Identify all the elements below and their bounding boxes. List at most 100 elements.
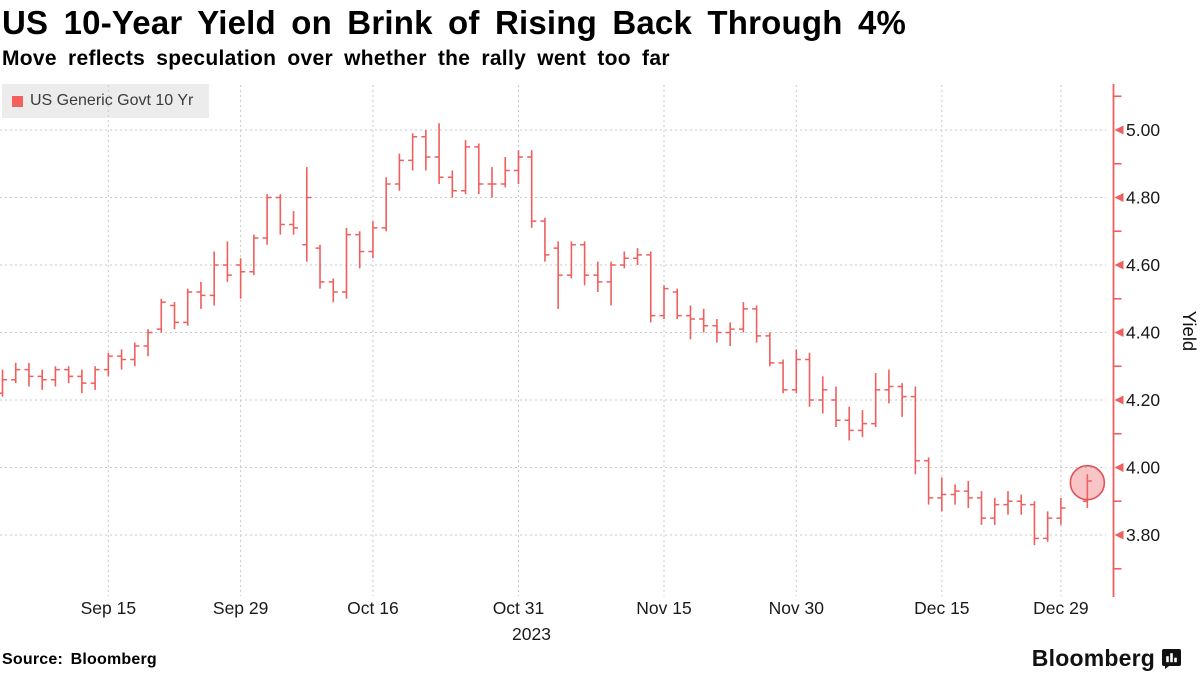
y-axis-title: Yield xyxy=(1179,311,1200,351)
ohlc-bar xyxy=(1043,511,1053,542)
x-axis-year-label: 2023 xyxy=(512,624,551,644)
bloomberg-wordmark: Bloomberg xyxy=(1031,645,1155,671)
ohlc-bar xyxy=(924,457,934,505)
ohlc-bar xyxy=(765,332,775,367)
ohlc-bar xyxy=(447,170,457,198)
ohlc-bar xyxy=(381,177,391,232)
x-gridlines xyxy=(107,85,1062,596)
ohlc-bar xyxy=(368,221,378,259)
ohlc-bar xyxy=(619,251,629,269)
ohlc-bar xyxy=(818,376,828,414)
ohlc-bar xyxy=(672,288,682,319)
ohlc-bar xyxy=(236,258,246,299)
y-tick-label: 4.60 xyxy=(1126,255,1160,275)
ohlc-bar xyxy=(580,241,590,286)
ohlc-bar xyxy=(262,194,272,245)
ohlc-bar xyxy=(11,362,21,384)
ohlc-bar xyxy=(659,285,669,319)
x-tick-label: Nov 30 xyxy=(769,598,825,618)
ohlc-bar xyxy=(249,234,259,276)
ohlc-bar xyxy=(606,261,616,306)
ohlc-bar xyxy=(474,143,484,195)
ohlc-bar xyxy=(130,342,140,367)
ohlc-bar xyxy=(884,369,894,404)
ohlc-bar xyxy=(513,150,523,184)
ohlc-bar xyxy=(461,140,471,195)
ohlc-bar xyxy=(738,302,748,333)
ohlc-bar xyxy=(1056,497,1066,525)
ohlc-bar xyxy=(275,194,285,235)
ohlc-bar xyxy=(90,366,100,390)
x-tick-label: Oct 16 xyxy=(347,598,399,618)
ohlc-bar xyxy=(752,305,762,343)
legend: US Generic Govt 10 Yr xyxy=(2,84,210,118)
x-tick-label: Dec 29 xyxy=(1033,598,1088,618)
ohlc-bar xyxy=(950,484,960,505)
ohlc-bar xyxy=(910,386,920,475)
source-note: Source: Bloomberg xyxy=(2,651,157,668)
ohlc-bar xyxy=(977,491,987,525)
ohlc-bar xyxy=(593,261,603,292)
x-tick-label: Oct 31 xyxy=(493,598,545,618)
ohlc-bar xyxy=(871,373,881,427)
y-tick-label: 4.20 xyxy=(1126,390,1160,410)
ohlc-bar xyxy=(685,305,695,340)
ohlc-bar xyxy=(540,217,550,262)
y-tick-arrow-icon xyxy=(1114,463,1124,472)
ohlc-bar xyxy=(857,410,867,438)
y-tick-label: 4.40 xyxy=(1126,322,1160,342)
y-tick-label: 3.80 xyxy=(1126,525,1160,545)
ohlc-bar xyxy=(553,241,563,309)
ohlc-bar xyxy=(37,369,47,390)
ohlc-bar xyxy=(315,244,325,289)
ohlc-bar xyxy=(844,406,854,441)
ohlc-bar xyxy=(64,366,74,384)
ohlc-bar xyxy=(355,231,365,269)
chart-subtitle: Move reflects speculation over whether t… xyxy=(2,47,670,70)
ohlc-bar xyxy=(1016,494,1026,515)
ohlc-bar xyxy=(633,248,643,265)
highlight-circle xyxy=(1069,464,1106,501)
x-tick-labels: Sep 15 Sep 29 Oct 16 Oct 31 Nov 15 Nov 30 Dec … xyxy=(81,598,1089,644)
y-axis-minor-ticks xyxy=(1113,95,1122,570)
ohlc-series xyxy=(0,123,1092,546)
ohlc-bar xyxy=(421,130,431,171)
ohlc-bar xyxy=(289,211,299,235)
y-gridlines xyxy=(0,129,1106,536)
y-tick-label: 4.00 xyxy=(1126,457,1160,477)
y-axis-major-ticks: 3.80 4.00 4.20 4.40 4.60 4.80 5.00 xyxy=(1114,120,1160,545)
ohlc-bar xyxy=(831,386,841,427)
x-tick-label: Nov 15 xyxy=(636,598,691,618)
ohlc-bar xyxy=(117,349,127,370)
y-tick-label: 5.00 xyxy=(1126,120,1160,140)
y-tick-label: 4.80 xyxy=(1126,187,1160,207)
ohlc-bar xyxy=(712,319,722,343)
chart-title: US 10-Year Yield on Brink of Rising Back… xyxy=(2,4,907,41)
ohlc-bar xyxy=(805,352,815,407)
y-tick-arrow-icon xyxy=(1114,395,1124,405)
ohlc-bar xyxy=(302,167,312,262)
ohlc-bar xyxy=(341,227,351,299)
series-swatch-icon xyxy=(12,95,23,107)
ohlc-bar xyxy=(527,150,537,228)
ohlc-bar xyxy=(487,167,497,198)
ohlc-bar xyxy=(222,241,232,282)
ohlc-bar xyxy=(77,369,87,394)
x-tick-label: Sep 29 xyxy=(213,598,268,618)
ohlc-bar xyxy=(408,133,418,171)
ohlc-bar xyxy=(937,477,947,512)
ohlc-bar xyxy=(143,329,153,357)
ohlc-bar xyxy=(500,157,510,188)
ohlc-bar xyxy=(169,302,179,330)
ohlc-bar xyxy=(328,278,338,303)
y-tick-arrow-icon xyxy=(1114,530,1124,540)
ohlc-bar xyxy=(990,497,1000,525)
legend-label: US Generic Govt 10 Yr xyxy=(30,92,194,109)
ohlc-bar xyxy=(394,153,404,191)
ohlc-bar xyxy=(1082,474,1092,508)
bloomberg-brand: Bloomberg xyxy=(1032,645,1182,672)
ohlc-bar xyxy=(1003,491,1013,515)
ohlc-bar xyxy=(791,349,801,394)
ohlc-bar xyxy=(196,281,206,309)
